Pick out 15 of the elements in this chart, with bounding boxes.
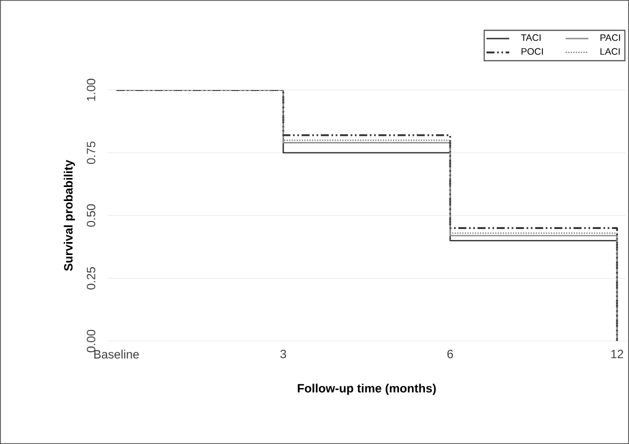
y-axis-title: Survival probability [64, 160, 75, 271]
x-tick-label: 12 [611, 350, 624, 358]
y-tick-label: 0.25 [86, 267, 96, 290]
x-axis-title: Follow-up time (months) [298, 384, 436, 395]
legend-label: PACI [600, 34, 620, 41]
y-tick-label: 1.00 [86, 78, 96, 101]
x-tick-label: Baseline [94, 350, 139, 359]
y-tick-label: 0.00 [86, 330, 96, 352]
legend-label: LACI [600, 48, 620, 55]
legend-label: TACI [521, 34, 541, 41]
x-tick-label: 3 [280, 350, 286, 358]
y-tick-label: 0.50 [86, 204, 96, 227]
legend-label: POCI [522, 48, 543, 55]
y-tick-label: 0.75 [86, 142, 96, 164]
x-tick-label: 6 [447, 350, 453, 358]
